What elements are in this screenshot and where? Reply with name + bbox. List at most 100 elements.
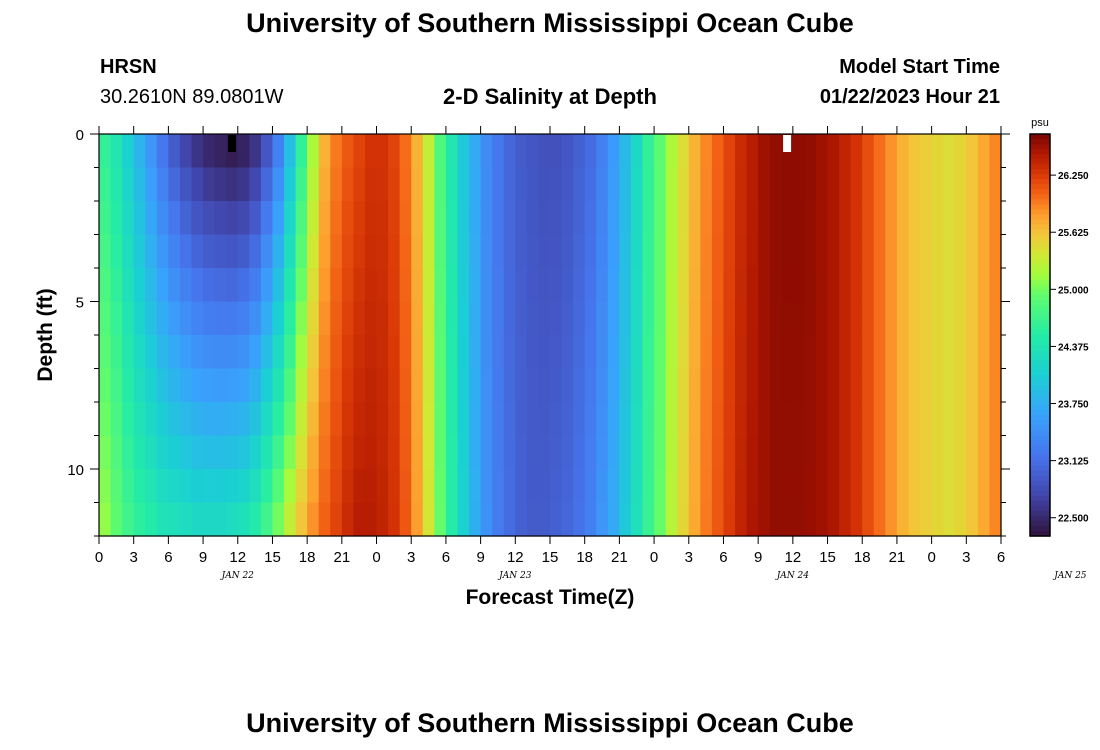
heatmap-cell <box>931 268 944 303</box>
heatmap-cell <box>908 134 921 169</box>
heatmap-cell <box>654 402 667 437</box>
heatmap-cell <box>388 435 401 470</box>
heatmap-cell <box>850 201 863 236</box>
heatmap-cell <box>943 201 956 236</box>
heatmap-cell <box>804 134 817 169</box>
heatmap-cell <box>295 402 308 437</box>
heatmap-cell <box>596 167 609 202</box>
heatmap-cell <box>226 402 239 437</box>
heatmap-cell <box>480 134 493 169</box>
heatmap-cell <box>122 268 135 303</box>
y-tick-label: 10 <box>67 462 84 479</box>
heatmap-cell <box>191 234 204 269</box>
heatmap-cell <box>735 502 748 537</box>
heatmap-cell <box>538 268 551 303</box>
heatmap-cell <box>908 368 921 403</box>
heatmap-cell <box>364 469 378 504</box>
heatmap-cell <box>665 167 678 202</box>
heatmap-cell <box>630 335 644 370</box>
heatmap-cell <box>827 368 840 403</box>
heatmap-cell <box>376 201 389 236</box>
heatmap-cell <box>931 469 944 504</box>
heatmap-cell <box>920 268 933 303</box>
heatmap-cell <box>318 335 331 370</box>
heatmap-cell <box>792 368 806 403</box>
heatmap-cell <box>411 134 424 169</box>
heatmap-cell <box>526 134 540 169</box>
heatmap-cell <box>596 435 609 470</box>
heatmap-cell <box>850 268 863 303</box>
heatmap-cell <box>191 402 204 437</box>
heatmap-cell <box>341 402 355 437</box>
heatmap-cell <box>515 335 528 370</box>
heatmap-cell <box>503 268 516 303</box>
heatmap-cell <box>931 368 944 403</box>
x-tick-label: 18 <box>299 549 316 566</box>
heatmap-cell <box>411 234 424 269</box>
heatmap-cell <box>376 335 389 370</box>
colorbar-segment <box>1030 314 1050 321</box>
heatmap-cell <box>168 469 181 504</box>
heatmap-cell <box>827 335 840 370</box>
heatmap-cell <box>110 301 123 336</box>
heatmap-cell <box>515 167 528 202</box>
heatmap-cell <box>873 335 886 370</box>
heatmap-cell <box>607 268 620 303</box>
model-start-label: Model Start Time <box>839 56 1000 78</box>
colorbar-segment <box>1030 530 1050 537</box>
heatmap-cell <box>388 201 401 236</box>
heatmap-cell <box>156 301 169 336</box>
heatmap-cell <box>746 268 759 303</box>
heatmap-cell <box>977 402 991 437</box>
colorbar-segment <box>1030 405 1050 411</box>
heatmap-cell <box>191 368 204 403</box>
heatmap-cell <box>214 435 227 470</box>
heatmap-cell <box>307 301 320 336</box>
heatmap-cell <box>515 502 528 537</box>
heatmap-cell <box>839 201 852 236</box>
heatmap-cell <box>237 201 250 236</box>
heatmap-cell <box>353 134 366 169</box>
colorbar-segment <box>1030 309 1050 316</box>
heatmap-cell <box>700 502 713 537</box>
heatmap-cell <box>723 268 736 303</box>
heatmap-cell <box>110 201 123 236</box>
heatmap-cell <box>122 134 135 169</box>
heatmap-cell <box>573 368 586 403</box>
heatmap-cell <box>145 502 158 537</box>
colorbar-tick-label: 25.625 <box>1058 228 1089 239</box>
heatmap-cell <box>122 335 135 370</box>
heatmap-cell <box>619 335 632 370</box>
heatmap-cell <box>249 301 262 336</box>
heatmap-cell <box>746 301 759 336</box>
heatmap-cell <box>885 402 898 437</box>
heatmap-cell <box>989 368 1002 403</box>
heatmap-cell <box>538 435 551 470</box>
heatmap-cell <box>839 234 852 269</box>
heatmap-cell <box>364 368 378 403</box>
heatmap-cell <box>364 335 378 370</box>
heatmap-cell <box>179 167 193 202</box>
heatmap-cell <box>827 201 840 236</box>
colorbar-segment <box>1030 515 1050 522</box>
heatmap-cell <box>133 368 146 403</box>
heatmap-cell <box>850 335 863 370</box>
heatmap-cell <box>735 402 748 437</box>
heatmap-cell <box>862 435 875 470</box>
heatmap-cell <box>318 301 331 336</box>
heatmap-cell <box>561 201 574 236</box>
x-tick-label: 6 <box>719 549 727 566</box>
heatmap-cell <box>711 234 725 269</box>
heatmap-cell <box>156 502 169 537</box>
colorbar-segment <box>1030 525 1050 532</box>
heatmap-cell <box>272 301 285 336</box>
x-tick-label: 6 <box>164 549 172 566</box>
heatmap-cell <box>839 268 852 303</box>
max-salinity-marker <box>783 135 792 152</box>
heatmap-cell <box>885 469 898 504</box>
heatmap-cell <box>792 268 806 303</box>
heatmap-cell <box>110 435 123 470</box>
heatmap-cell <box>896 234 910 269</box>
heatmap-cell <box>873 134 886 169</box>
heatmap-cell <box>330 268 343 303</box>
